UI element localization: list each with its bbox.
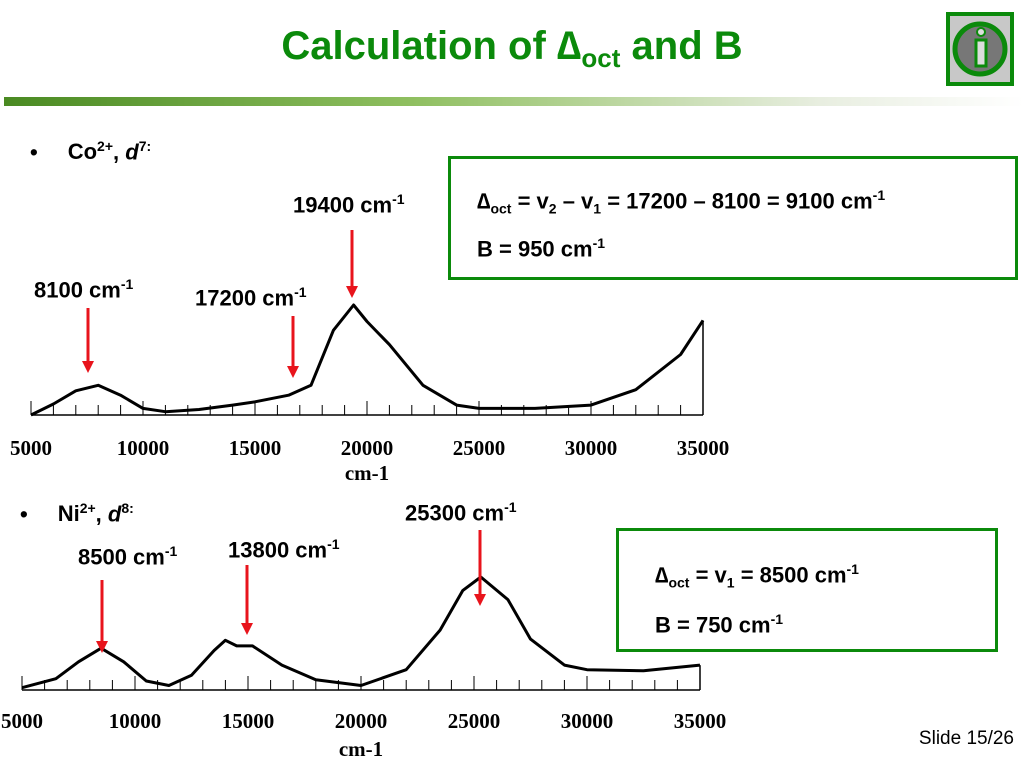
x-tick-label: 20000 [335,709,388,733]
x-tick-label: 25000 [448,709,501,733]
peak-label: 17200 cm-1 [195,284,307,311]
x-tick-label: 5000 [10,436,52,460]
peak-label: 13800 cm-1 [228,536,340,563]
spectrum-line [21,575,701,690]
peak-label: 25300 cm-1 [405,499,517,526]
title-divider [4,97,1024,106]
ni-result-box: ∆oct = v1 = 8500 cm-1 B = 750 cm-1 [616,528,998,652]
co-heading: • Co2+, d7: [30,138,152,165]
arrow-head [82,361,94,373]
arrow-head [474,594,486,606]
x-tick-label: 35000 [677,436,730,460]
arrow-head [96,641,108,653]
slide-number: Slide 15/26 [918,728,1014,749]
x-tick-label: 10000 [117,436,170,460]
x-axis-label: cm-1 [339,737,383,761]
peak-label: 19400 cm-1 [293,191,405,218]
arrow-head [241,623,253,635]
x-tick-label: 15000 [229,436,282,460]
peak-label: 8500 cm-1 [78,543,178,570]
arrow-head [287,366,299,378]
x-tick-label: 35000 [674,709,727,733]
co-result-box: ∆oct = v2 – v1 = 17200 – 8100 = 9100 cm-… [448,156,1018,280]
x-tick-label: 30000 [565,436,618,460]
x-tick-label: 20000 [341,436,394,460]
x-tick-label: 30000 [561,709,614,733]
x-axis-label: cm-1 [345,461,389,485]
x-tick-label: 10000 [109,709,162,733]
spectrum-line [30,303,705,417]
arrow-head [346,286,358,298]
peak-label: 8100 cm-1 [34,276,134,303]
x-tick-label: 5000 [1,709,43,733]
page-title: Calculation of ∆oct and B [281,24,743,73]
ni-heading: • Ni2+, d8: [20,500,134,527]
x-tick-label: 25000 [453,436,506,460]
x-tick-label: 15000 [222,709,275,733]
info-icon[interactable] [946,12,1014,86]
